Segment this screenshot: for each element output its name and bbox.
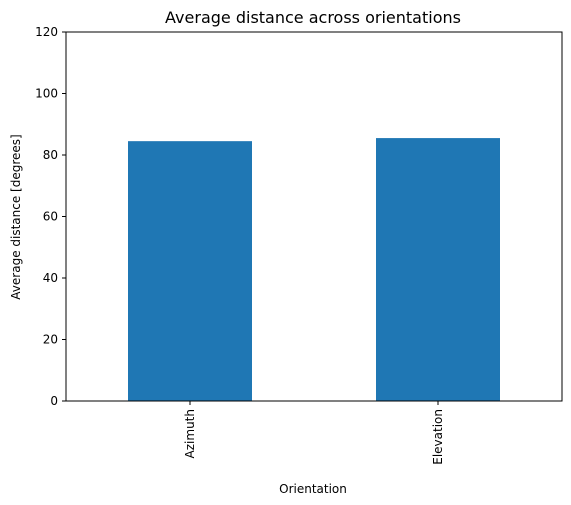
bar-elevation: [376, 138, 500, 401]
x-axis-label: Orientation: [279, 482, 347, 496]
y-tick-label: 120: [35, 25, 58, 39]
y-tick-label: 100: [35, 87, 58, 101]
chart-title: Average distance across orientations: [165, 8, 461, 27]
y-axis-label: Average distance [degrees]: [9, 134, 23, 299]
x-tick-label: Azimuth: [183, 409, 197, 458]
bar-azimuth: [128, 141, 252, 401]
plot-area: Azimuth Elevation 0 20 40 60 80 100 120: [35, 25, 563, 465]
y-tick-label: 60: [43, 210, 58, 224]
plot-frame: [65, 31, 563, 402]
y-tick-label: 80: [43, 148, 58, 162]
y-tick-label: 40: [43, 271, 58, 285]
y-tick-label: 0: [50, 394, 58, 408]
x-tick-label: Elevation: [431, 409, 445, 465]
y-tick-label: 20: [43, 333, 58, 347]
